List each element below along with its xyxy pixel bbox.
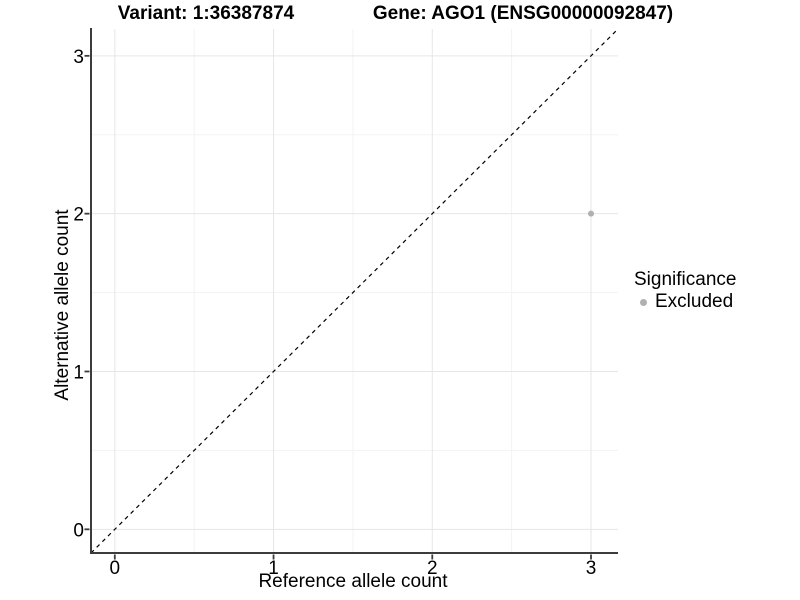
y-tick-label: 2 bbox=[73, 205, 84, 226]
legend: Significance Excluded bbox=[632, 268, 736, 313]
x-axis-label: Reference allele count bbox=[258, 571, 448, 592]
y-tick-label: 1 bbox=[73, 362, 84, 383]
y-axis-label: Alternative allele count bbox=[52, 209, 73, 401]
x-tick-label: 0 bbox=[110, 558, 121, 579]
y-tick-label: 0 bbox=[73, 520, 84, 541]
data-point bbox=[588, 210, 595, 217]
variant-title: Variant: 1:36387874 bbox=[117, 3, 295, 24]
x-tick-label: 2 bbox=[427, 558, 438, 579]
y-tick-label: 3 bbox=[73, 47, 84, 68]
excluded-point-icon bbox=[640, 298, 647, 306]
x-tick-label: 1 bbox=[268, 558, 279, 579]
x-tick-label: 3 bbox=[586, 558, 597, 579]
legend-title: Significance bbox=[634, 269, 737, 290]
legend-item-label: Excluded bbox=[655, 291, 734, 312]
legend-item-excluded: Excluded bbox=[632, 291, 736, 313]
gene-title: Gene: AGO1 (ENSG00000092847) bbox=[372, 3, 674, 24]
identity-reference-line bbox=[90, 28, 619, 554]
